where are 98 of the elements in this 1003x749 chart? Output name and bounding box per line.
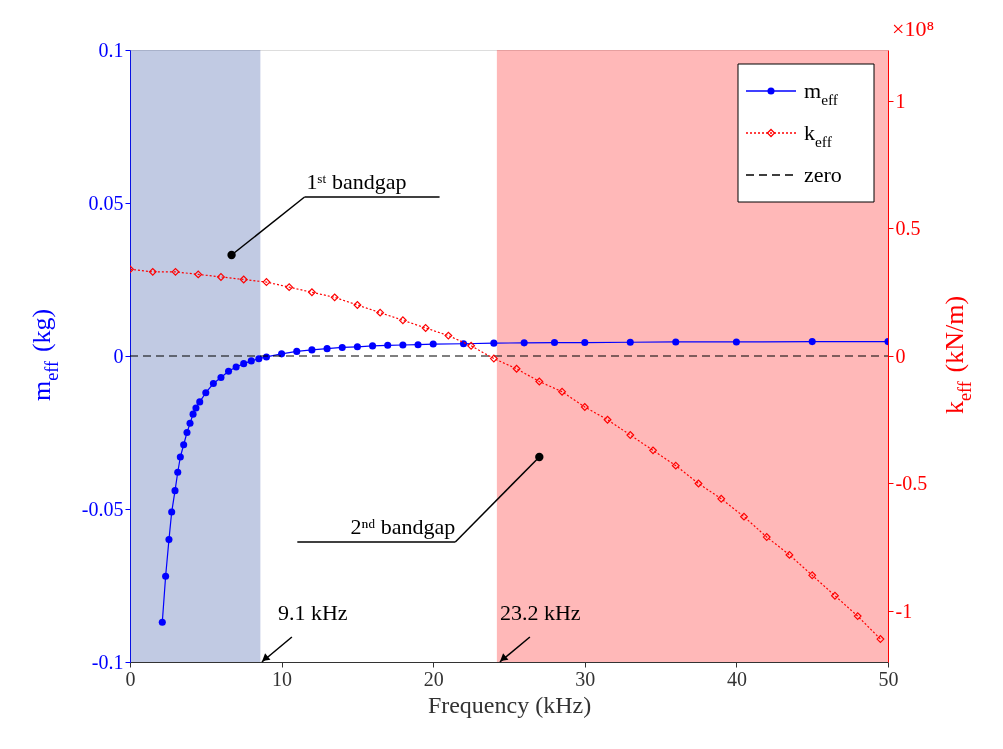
y2-tick-label: 0.5 [895,217,921,239]
annotation: 9.1 kHz [277,600,348,625]
x-tick-label: 30 [575,667,596,690]
y2-axis-title: keff (kN/m) [940,295,975,414]
annotation: 2ⁿᵈ bandgap [350,513,456,539]
point [194,270,203,279]
point [626,431,635,439]
point [338,343,346,351]
point [376,308,385,317]
x-axis-title: Frequency (kHz) [427,691,592,718]
point [740,512,748,521]
point [550,339,559,347]
point [192,404,200,412]
point [162,572,170,580]
x-tick-label: 50 [878,667,899,690]
point [421,324,430,332]
y2-tick-label: 1 [895,89,906,112]
point [168,508,176,516]
point [444,331,453,340]
point [459,340,468,348]
annotation: 1ˢᵗ bandgap [306,169,407,195]
point [580,403,589,411]
y2-tick-label: 0 [895,344,906,367]
point [785,550,794,559]
point [717,494,726,503]
point [853,612,862,621]
x-tick-label: 40 [726,667,747,690]
y2-tick-label: -0.5 [895,472,928,494]
point [512,364,521,373]
y-tick-label: -0.05 [81,497,124,520]
point [520,339,528,347]
point [225,367,233,375]
x-tick-label: 10 [272,667,293,690]
point [307,288,316,297]
point [183,428,191,437]
point [217,273,225,281]
point [240,360,248,368]
point [429,340,437,348]
x-tick-label: 20 [423,667,444,690]
point [808,571,817,580]
point [649,446,657,455]
point [278,350,286,358]
point [398,316,407,325]
point [490,339,498,347]
point [558,387,567,396]
point [489,354,498,363]
point [176,453,184,461]
point [467,341,476,350]
point [535,377,544,386]
point [876,635,885,643]
legend-label: zero [804,162,842,187]
point [171,267,180,276]
point [671,461,680,470]
point [262,278,271,286]
text: ×10⁸ [892,16,935,41]
point [186,419,194,427]
y-tick-label: 0.1 [98,38,124,61]
point [694,479,703,488]
point [603,415,612,424]
point [171,487,179,495]
y-tick-label: 0 [113,344,124,367]
point [255,355,263,363]
y-axis-title: meff (kg) [27,308,62,401]
point [353,301,362,309]
y2-tick-label: -1 [895,599,913,622]
point [174,468,182,476]
point [148,267,157,276]
point [285,283,294,292]
point [247,357,255,365]
point [626,338,634,346]
point [808,338,816,346]
point [762,533,771,541]
point [158,618,166,626]
point [217,373,225,381]
y-tick-label: -0.1 [91,650,124,673]
annotation: 23.2 kHz [499,600,581,625]
point [165,536,173,544]
point [308,346,316,354]
point [369,342,377,350]
point [581,339,589,347]
point [414,341,422,349]
point [323,345,331,353]
point [732,338,740,346]
point [293,347,301,355]
point [209,380,217,388]
point [330,293,339,302]
point [399,341,407,349]
point [180,441,188,449]
point [239,275,248,284]
point [830,591,839,600]
point [232,363,240,371]
y-tick-label: 0.05 [88,191,124,214]
point [672,338,680,346]
point [196,398,204,406]
point [353,343,361,351]
point [384,341,392,349]
point [189,410,197,418]
point [202,389,210,397]
